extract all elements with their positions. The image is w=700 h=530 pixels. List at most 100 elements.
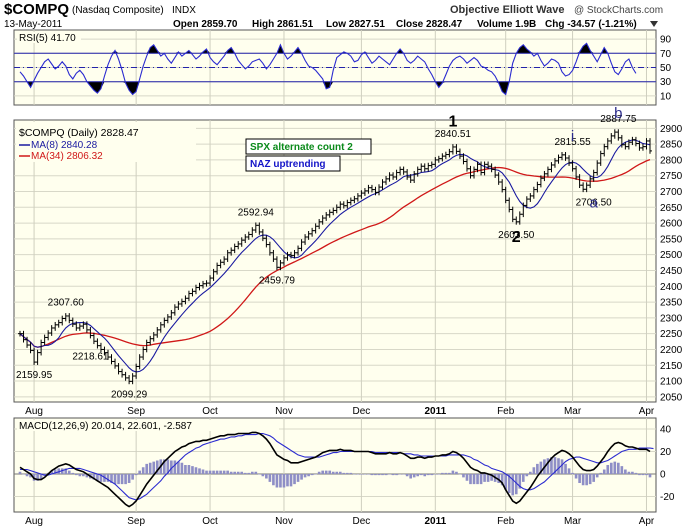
macd-histogram-bar — [60, 468, 64, 474]
macd-histogram-bar — [402, 474, 405, 475]
macd-histogram-bar — [525, 474, 529, 477]
macd-histogram-bar — [145, 463, 149, 474]
rsi-panel: RSI(5) 41.70 10 30 50 70 90 — [13, 29, 672, 106]
rsi-line — [19, 42, 637, 96]
macd-histogram-bar — [25, 474, 29, 477]
macd-histogram-bar — [377, 474, 381, 476]
macd-histogram-bar — [307, 474, 310, 477]
macd-histogram-bar — [441, 472, 444, 474]
macd-histogram-bar — [342, 472, 346, 474]
macd-histogram-bar — [205, 470, 208, 474]
macd-tick-label: 0 — [660, 470, 666, 481]
elliott-wave-label: i — [571, 128, 574, 145]
macd-histogram-bar — [243, 472, 247, 474]
macd-histogram-bar — [321, 470, 325, 474]
macd-histogram-bar — [131, 474, 134, 480]
macd-histogram-bar — [310, 474, 314, 476]
macd-histogram-bar — [194, 467, 198, 474]
symbol-title: $COMPQ — [4, 1, 69, 18]
price-tick-label: 2600 — [660, 219, 683, 230]
ma8-line — [19, 139, 651, 373]
macd-histogram-bar — [624, 469, 627, 474]
macd-histogram-bar — [57, 468, 61, 474]
month-label: Oct — [202, 406, 218, 417]
macd-histogram-bar — [335, 471, 339, 474]
legend-background — [16, 122, 196, 162]
macd-histogram-bar — [110, 474, 113, 483]
annotation-box — [245, 138, 372, 155]
macd-histogram-bar — [588, 474, 592, 485]
macd-histogram-bar — [215, 470, 219, 474]
open-value: Open 2859.70 — [173, 19, 238, 30]
macd-histogram-bar — [120, 474, 124, 485]
macd-histogram-bar — [353, 474, 356, 475]
macd-line — [19, 431, 651, 508]
macd-histogram-bar — [152, 461, 156, 474]
price-bar — [648, 138, 652, 154]
macd-histogram-bar — [620, 466, 624, 474]
macd-histogram-bar — [571, 472, 574, 474]
macd-histogram-bar — [631, 471, 634, 474]
macd-histogram-bar — [162, 459, 166, 474]
macd-histogram-bar — [265, 474, 268, 479]
macd-histogram-bar — [514, 474, 518, 495]
macd-histogram-bar — [258, 474, 261, 475]
macd-histogram-bar — [117, 474, 120, 485]
price-annotation: 2706.50 — [576, 197, 613, 208]
elliott-wave-label: b — [614, 105, 622, 122]
macd-histogram-bar — [634, 472, 638, 474]
macd-histogram-bar — [314, 474, 317, 475]
macd-histogram-bar — [536, 463, 539, 474]
macd-histogram-bar — [82, 474, 85, 477]
macd-histogram-bar — [469, 474, 472, 485]
price-tick-label: 2650 — [660, 203, 683, 214]
macd-histogram-bar — [191, 466, 194, 474]
macd-histogram-bar — [648, 474, 652, 478]
macd-histogram-bar — [476, 474, 479, 485]
macd-histogram-bar — [500, 474, 504, 486]
macd-histogram-bar — [141, 467, 145, 474]
macd-histogram-bar — [170, 460, 173, 474]
macd-histogram-bar — [550, 457, 553, 474]
month-label: Sep — [127, 516, 145, 527]
macd-histogram-bar — [458, 474, 462, 475]
macd-histogram-bar — [240, 471, 244, 474]
macd-histogram-bar — [127, 474, 131, 483]
macd-histogram-bar — [567, 468, 571, 474]
macd-histogram-bar — [391, 474, 395, 476]
macd-histogram-bar — [208, 470, 212, 474]
macd-histogram-bar — [226, 470, 229, 474]
month-label: Aug — [25, 406, 43, 417]
macd-histogram-bar — [187, 465, 191, 474]
macd-histogram-bar — [409, 474, 412, 479]
price-annotation: 2887.75 — [600, 114, 637, 125]
macd-histogram-bar — [50, 470, 53, 474]
macd-histogram-bar — [261, 474, 265, 477]
macd-histogram-bar — [430, 474, 434, 476]
month-label: Mar — [564, 406, 582, 417]
macd-histogram-bar — [289, 474, 293, 487]
macd-histogram-bar — [518, 474, 522, 489]
macd-histogram-bar — [250, 471, 254, 474]
macd-histogram-bar — [212, 470, 215, 474]
month-label: Apr — [639, 406, 655, 417]
month-label: Dec — [352, 406, 370, 417]
month-axis-bottom: Aug Sep Oct Nov Dec 2011 Feb Mar Apr — [25, 516, 655, 527]
macd-histogram-bar — [546, 458, 550, 474]
price-tick-label: 2250 — [660, 329, 683, 340]
elliott-wave-label: 1 — [448, 114, 457, 131]
macd-histogram-bar — [74, 474, 78, 476]
macd-histogram-bar — [201, 469, 205, 474]
change-value: Chg -34.57 (-1.21%) — [545, 19, 637, 30]
rsi-tick-label: 50 — [660, 63, 672, 74]
macd-histogram-bar — [645, 474, 648, 476]
macd-histogram-bar — [581, 474, 585, 486]
macd-histogram-bar — [233, 471, 237, 474]
macd-histogram-bar — [521, 474, 525, 482]
macd-histogram-bar — [166, 459, 170, 474]
chevron-down-icon[interactable] — [650, 21, 658, 27]
month-axis: Aug Sep Oct Nov Dec 2011 Feb Mar Apr — [25, 406, 655, 417]
macd-histogram-bar — [113, 474, 117, 485]
macd-histogram-bar — [64, 468, 68, 474]
price-tick-label: 2450 — [660, 266, 683, 277]
